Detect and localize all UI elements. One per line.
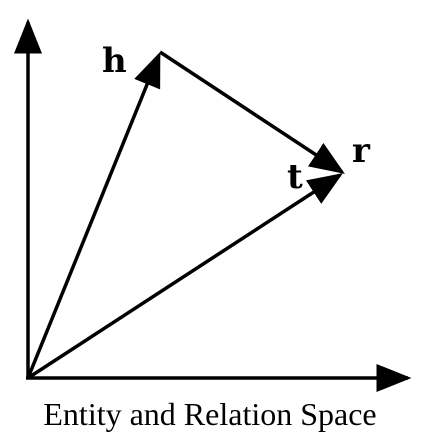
head-vector-arrow (26, 51, 161, 379)
relation-vector-arrow (159, 50, 345, 174)
head-label: h (102, 41, 127, 81)
relation-label: r (352, 131, 370, 171)
tail-vector-arrow (27, 173, 343, 380)
diagram-caption: Entity and Relation Space (43, 396, 377, 432)
tail-label: t (287, 157, 303, 197)
